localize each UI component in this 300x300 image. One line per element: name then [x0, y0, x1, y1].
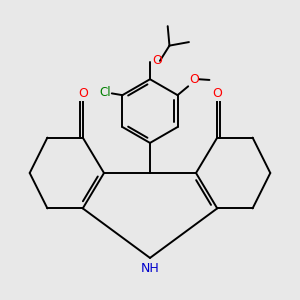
- Text: O: O: [152, 54, 162, 67]
- Text: NH: NH: [141, 262, 159, 275]
- Text: O: O: [189, 74, 199, 86]
- Text: O: O: [212, 87, 222, 100]
- Text: Cl: Cl: [99, 86, 110, 99]
- Text: O: O: [78, 87, 88, 100]
